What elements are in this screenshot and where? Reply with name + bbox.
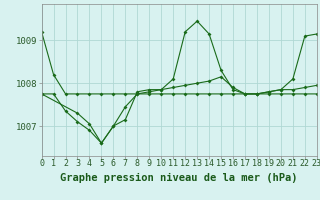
X-axis label: Graphe pression niveau de la mer (hPa): Graphe pression niveau de la mer (hPa) xyxy=(60,173,298,183)
